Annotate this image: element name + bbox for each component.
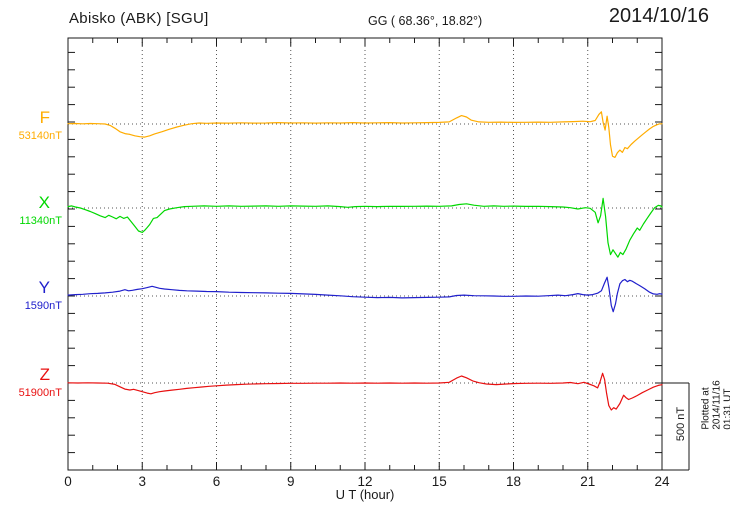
channel-letter-F: F — [39, 108, 50, 127]
channel-letter-X: X — [38, 193, 50, 212]
station-title: Abisko (ABK) [SGU] — [69, 10, 209, 27]
trace-X — [67, 197, 663, 258]
channel-label-F: F 53140nT — [0, 109, 63, 142]
plot-date: 2014/10/16 — [608, 5, 709, 27]
scale-bar-label: 500 nT — [675, 406, 687, 442]
geographic-coordinates: GG ( 68.36°, 18.82°) — [368, 14, 483, 28]
channel-baseline-F: 53140nT — [18, 130, 62, 142]
channel-letter-Y: Y — [38, 278, 50, 297]
x-tick-label-3: 3 — [138, 474, 146, 489]
channel-label-Z: Z 51900nT — [0, 366, 63, 399]
x-axis-title-text: U T (hour) — [335, 487, 395, 502]
channel-label-Y: Y 1590nT — [0, 279, 63, 312]
x-tick-label-12: 12 — [357, 474, 373, 489]
x-tick-label-0: 0 — [64, 474, 72, 489]
channel-baseline-X: 11340nT — [19, 215, 62, 227]
x-tick-label-15: 15 — [431, 474, 447, 489]
channel-label-X: X 11340nT — [0, 194, 63, 227]
channel-baseline-Z: 51900nT — [18, 387, 62, 399]
trace-Y — [67, 276, 663, 313]
x-tick-label-6: 6 — [212, 474, 221, 489]
trace-Z — [67, 372, 663, 411]
x-tick-label-9: 9 — [286, 474, 295, 489]
channel-baseline-Y: 1590nT — [24, 300, 62, 312]
x-tick-label-21: 21 — [580, 474, 596, 489]
x-tick-label-18: 18 — [505, 474, 522, 489]
trace-F — [67, 111, 663, 158]
x-tick-label-24: 24 — [654, 474, 670, 489]
channel-letter-Z: Z — [39, 365, 50, 384]
x-axis-title: U T (hour) — [0, 487, 730, 502]
plotted-at-note: Plotted at 2014/11/16 01:31 UT — [700, 380, 730, 430]
